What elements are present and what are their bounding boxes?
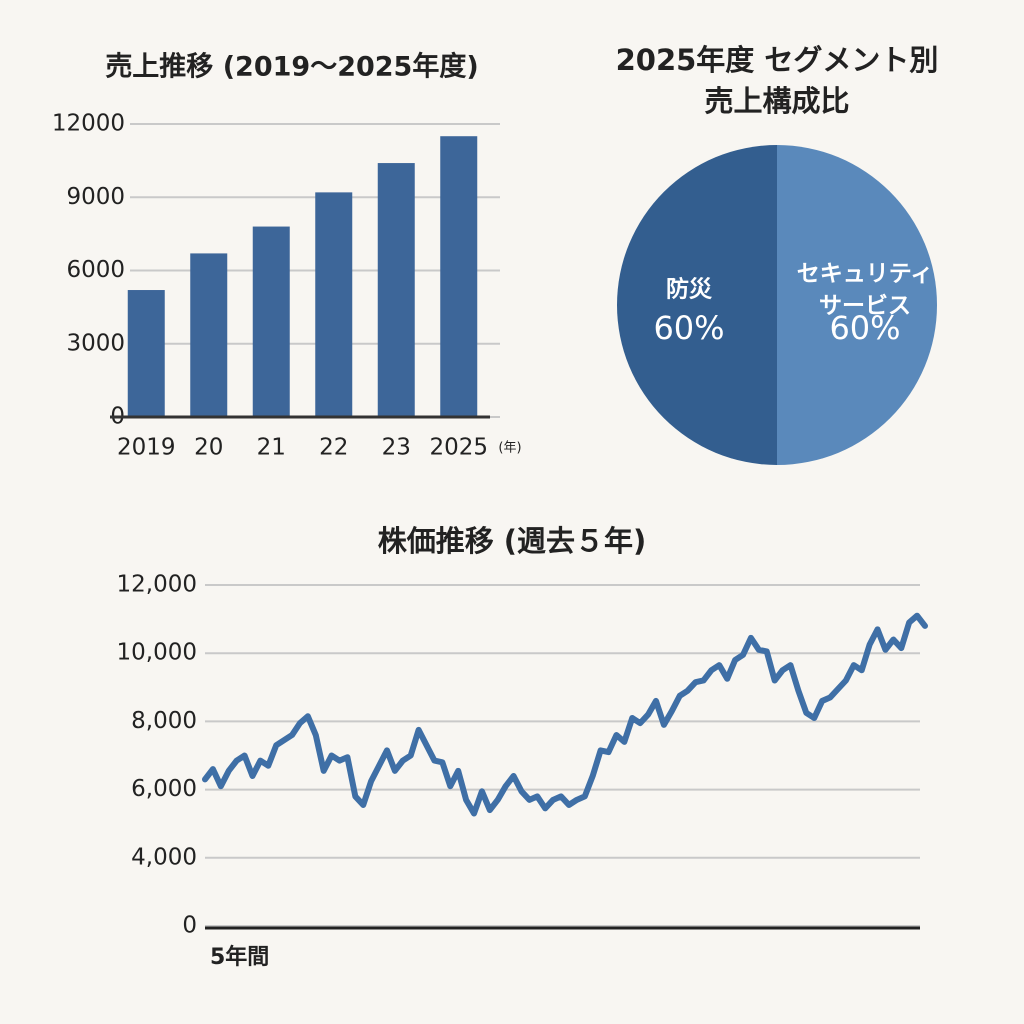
y-tick-label: 0 bbox=[182, 913, 197, 939]
x-tick-label: 2025 bbox=[429, 435, 488, 461]
x-tick-label: 21 bbox=[257, 435, 286, 461]
y-tick-label: 12,000 bbox=[117, 572, 197, 598]
x-tick-label: 22 bbox=[319, 435, 348, 461]
y-tick-label: 9000 bbox=[66, 184, 125, 210]
bar bbox=[190, 253, 228, 417]
y-tick-label: 3000 bbox=[66, 330, 125, 356]
slice-label: 防災 bbox=[666, 276, 713, 303]
slice-label: セキュリティサービス bbox=[797, 261, 934, 319]
y-tick-label: 10,000 bbox=[117, 640, 197, 666]
slice-value: 60% bbox=[653, 309, 724, 347]
bar bbox=[315, 192, 353, 417]
price-line bbox=[202, 612, 928, 817]
x-axis-label: 5年間 bbox=[210, 944, 269, 970]
y-tick-label: 12000 bbox=[52, 111, 125, 137]
y-tick-label: 6000 bbox=[66, 257, 125, 283]
pie-title: 2025年度 セグメント別売上構成比 bbox=[616, 43, 939, 118]
slice-value: 60% bbox=[829, 309, 900, 347]
bar bbox=[377, 163, 415, 417]
x-tick-label: 2019 bbox=[117, 435, 176, 461]
bar bbox=[440, 136, 478, 418]
pie-slice bbox=[617, 145, 777, 465]
x-tick-label: 23 bbox=[382, 435, 411, 461]
y-tick-label: 6,000 bbox=[131, 776, 197, 802]
x-tick-label: 20 bbox=[194, 435, 223, 461]
y-tick-label: 4,000 bbox=[131, 844, 197, 870]
bar-title: 売上推移 (2019～2025年度) bbox=[105, 51, 478, 83]
bar bbox=[252, 226, 290, 417]
bar bbox=[127, 290, 165, 417]
x-unit: (年) bbox=[498, 441, 521, 456]
y-tick-label: 8,000 bbox=[131, 708, 197, 734]
line-title: 株価推移 (週去５年) bbox=[378, 524, 647, 558]
pie-slice bbox=[777, 145, 937, 465]
